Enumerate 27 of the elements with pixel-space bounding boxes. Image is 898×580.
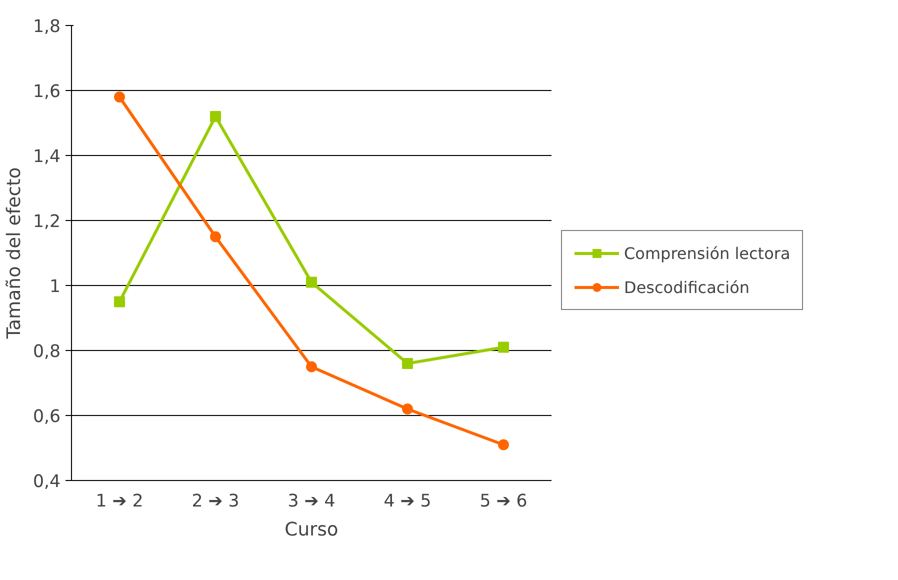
- x-axis-title: Curso: [284, 520, 338, 540]
- y-tick-label: 1,2: [32, 212, 61, 232]
- point: [210, 231, 221, 242]
- x-tick-label: 4 ➔ 5: [384, 492, 432, 512]
- point: [306, 276, 317, 288]
- point: [114, 92, 125, 102]
- legend-label: Comprensión lectora: [624, 244, 790, 262]
- y-tick-label: 1,8: [32, 17, 61, 37]
- legend-label: Descodificación: [624, 278, 750, 296]
- y-tick-label: 1: [49, 277, 61, 297]
- point: [306, 361, 317, 372]
- y-tick-label: 0,6: [32, 407, 61, 427]
- y-axis-title: Tamaño del efecto: [4, 167, 25, 340]
- x-tick-label: 3 ➔ 4: [288, 492, 336, 512]
- x-tick-label: 2 ➔ 3: [192, 492, 240, 512]
- point: [498, 439, 509, 450]
- point: [402, 358, 413, 369]
- y-tick-label: 0,8: [32, 342, 61, 362]
- point: [210, 111, 221, 122]
- y-tick-label: 0,4: [32, 472, 61, 492]
- x-tick-label: 5 ➔ 6: [480, 492, 528, 512]
- point: [498, 342, 509, 353]
- point: [402, 404, 413, 414]
- y-tick-label: 1,4: [32, 147, 61, 167]
- x-tick-label: 1 ➔ 2: [96, 492, 144, 512]
- point: [114, 296, 125, 308]
- y-tick-label: 1,6: [32, 82, 61, 102]
